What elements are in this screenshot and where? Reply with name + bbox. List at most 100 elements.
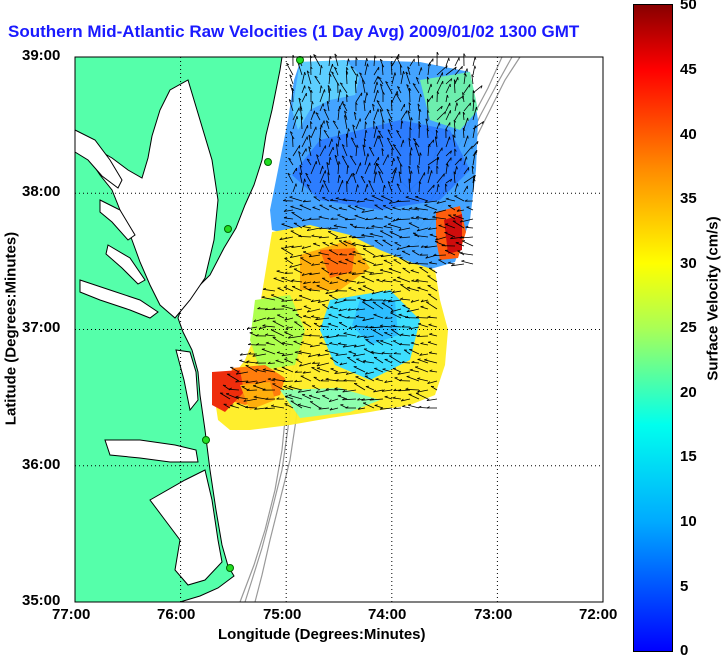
velocity-arrow-head [428,227,431,230]
velocity-arrow [294,321,303,328]
velocity-arrow-head [335,353,339,356]
velocity-arrow-head [290,131,293,134]
velocity-arrow [405,196,420,202]
velocity-arrow-head [376,100,380,103]
velocity-arrow [361,398,375,401]
velocity-arrow-head [377,135,379,139]
velocity-arrow-head [327,172,330,176]
velocity-arrow [373,156,380,166]
velocity-arrow [337,130,340,139]
velocity-arrow-head [282,379,286,382]
velocity-arrow [392,279,402,283]
velocity-arrow-head [341,155,345,158]
velocity-arrow-head [419,108,422,112]
velocity-arrow-head [311,101,314,105]
velocity-arrow-head [379,407,383,410]
velocity-arrow [454,102,458,112]
velocity-arrow [436,72,443,85]
velocity-arrow-head [365,226,369,229]
velocity-arrow-head [426,398,430,401]
velocity-arrow-head [289,74,293,78]
velocity-arrow-head [445,183,448,187]
velocity-arrow [373,75,379,85]
velocity-arrow-head [297,390,301,393]
velocity-arrow [364,109,371,121]
velocity-arrow [290,206,303,211]
velocity-arrow [434,241,447,247]
velocity-arrow-head [350,137,354,140]
velocity-arrow-head [420,305,424,308]
velocity-arrow [429,352,438,355]
velocity-arrow-head [417,358,421,360]
velocity-arrow [463,102,471,112]
velocity-arrow-head [363,138,367,142]
velocity-arrow [391,72,396,85]
velocity-arrow-head [315,112,319,115]
velocity-arrow [345,279,357,283]
velocity-arrow-head [406,84,410,87]
velocity-arrow-head [410,341,414,344]
velocity-arrow [423,218,438,220]
velocity-arrow-head [428,165,431,169]
velocity-arrow-head [326,101,330,104]
velocity-arrow-head [429,261,433,264]
velocity-arrow [418,67,422,76]
velocity-arrow [294,351,303,355]
velocity-arrow-head [257,306,261,310]
velocity-arrow [445,122,451,130]
velocity-arrow [445,198,456,202]
velocity-arrow [472,56,476,67]
velocity-arrow [386,137,393,148]
velocity-arrow-head [397,372,401,375]
velocity-arrow [373,66,380,76]
velocity-arrow [463,117,469,130]
velocity-arrow [239,360,249,364]
velocity-arrow [454,183,458,193]
velocity-arrow [288,157,294,166]
velocity-arrow-head [415,278,419,281]
velocity-arrow-head [285,395,289,397]
velocity-arrow-head [415,195,419,198]
velocity-arrow-head [476,106,478,110]
velocity-arrow-head [308,288,312,291]
velocity-arrow [247,326,258,330]
velocity-arrow-head [366,184,369,188]
velocity-arrow [411,362,420,364]
velocity-arrow [288,99,294,112]
velocity-arrow [472,106,477,121]
velocity-arrow [263,288,276,292]
velocity-arrow [344,110,348,121]
velocity-arrow [292,145,301,157]
chart-title: Southern Mid-Atlantic Raw Velocities (1 … [8,22,580,41]
velocity-arrow [319,145,326,157]
velocity-arrow [319,342,330,346]
velocity-arrow [319,89,325,103]
velocity-arrow [362,248,375,256]
rappahannock-river [99,199,136,241]
velocity-arrow [382,368,393,373]
velocity-arrow [246,389,258,391]
velocity-arrow-head [310,121,313,125]
velocity-arrow-head [289,84,293,87]
velocity-arrow [388,299,402,303]
velocity-vectors [219,51,485,411]
velocity-arrow-head [312,206,316,208]
velocity-arrow [417,103,420,112]
velocity-arrow [230,405,240,409]
velocity-arrow [285,326,294,329]
velocity-arrow [288,386,303,391]
velocity-arrow-head [393,406,397,410]
velocity-arrow-head [349,155,353,158]
velocity-arrow-head [409,127,412,131]
velocity-arrow-head [323,129,327,133]
velocity-arrow [436,200,447,204]
velocity-arrow-head [299,172,303,176]
velocity-arrow [400,139,404,148]
velocity-arrow [355,144,358,157]
velocity-arrow [273,368,285,373]
velocity-arrow [326,101,330,112]
velocity-arrow [328,205,339,211]
velocity-arrow-head [261,348,265,350]
velocity-arrow-head [290,205,294,207]
